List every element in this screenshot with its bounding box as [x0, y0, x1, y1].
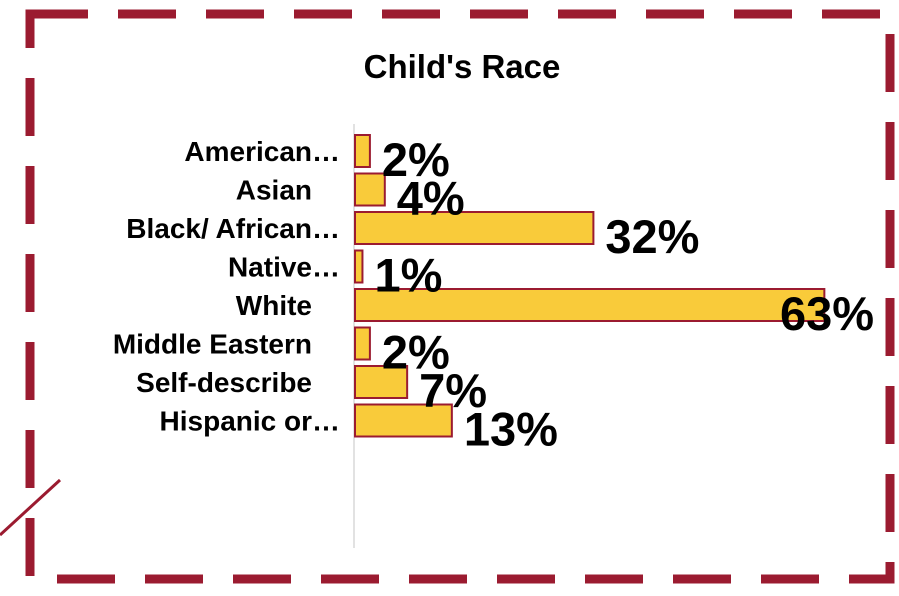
category-label: White — [236, 290, 312, 321]
bar — [354, 326, 371, 361]
bar — [354, 288, 826, 322]
data-label: 13% — [464, 403, 558, 456]
bar — [354, 249, 364, 284]
data-labels: 2%4%32%1%63%2%7%13% — [374, 133, 874, 456]
bars — [354, 134, 826, 438]
data-label: 7% — [419, 364, 487, 417]
data-label: 4% — [397, 172, 465, 225]
dashed-frame — [25, 9, 895, 584]
callout-connector-line — [0, 478, 62, 537]
bar — [354, 403, 453, 438]
category-label: Native… — [228, 252, 340, 283]
data-label: 32% — [605, 210, 699, 263]
bar — [354, 365, 409, 399]
category-label: Hispanic or… — [160, 406, 340, 437]
chart-title: Child's Race — [364, 48, 561, 85]
data-label: 2% — [382, 133, 450, 186]
category-label: American… — [184, 136, 340, 167]
category-label: Middle Eastern — [113, 329, 312, 360]
category-label: Self-describe — [136, 367, 312, 398]
bar — [354, 134, 371, 168]
data-label: 63% — [780, 287, 874, 340]
data-label: 2% — [382, 326, 450, 379]
category-label: Asian — [236, 175, 312, 206]
bar — [354, 172, 386, 207]
category-label: Black/ African… — [126, 213, 340, 244]
data-label: 1% — [374, 249, 442, 302]
category-labels: American… Asian Black/ African… Native… Whit… — [113, 136, 340, 437]
bar — [354, 211, 595, 245]
